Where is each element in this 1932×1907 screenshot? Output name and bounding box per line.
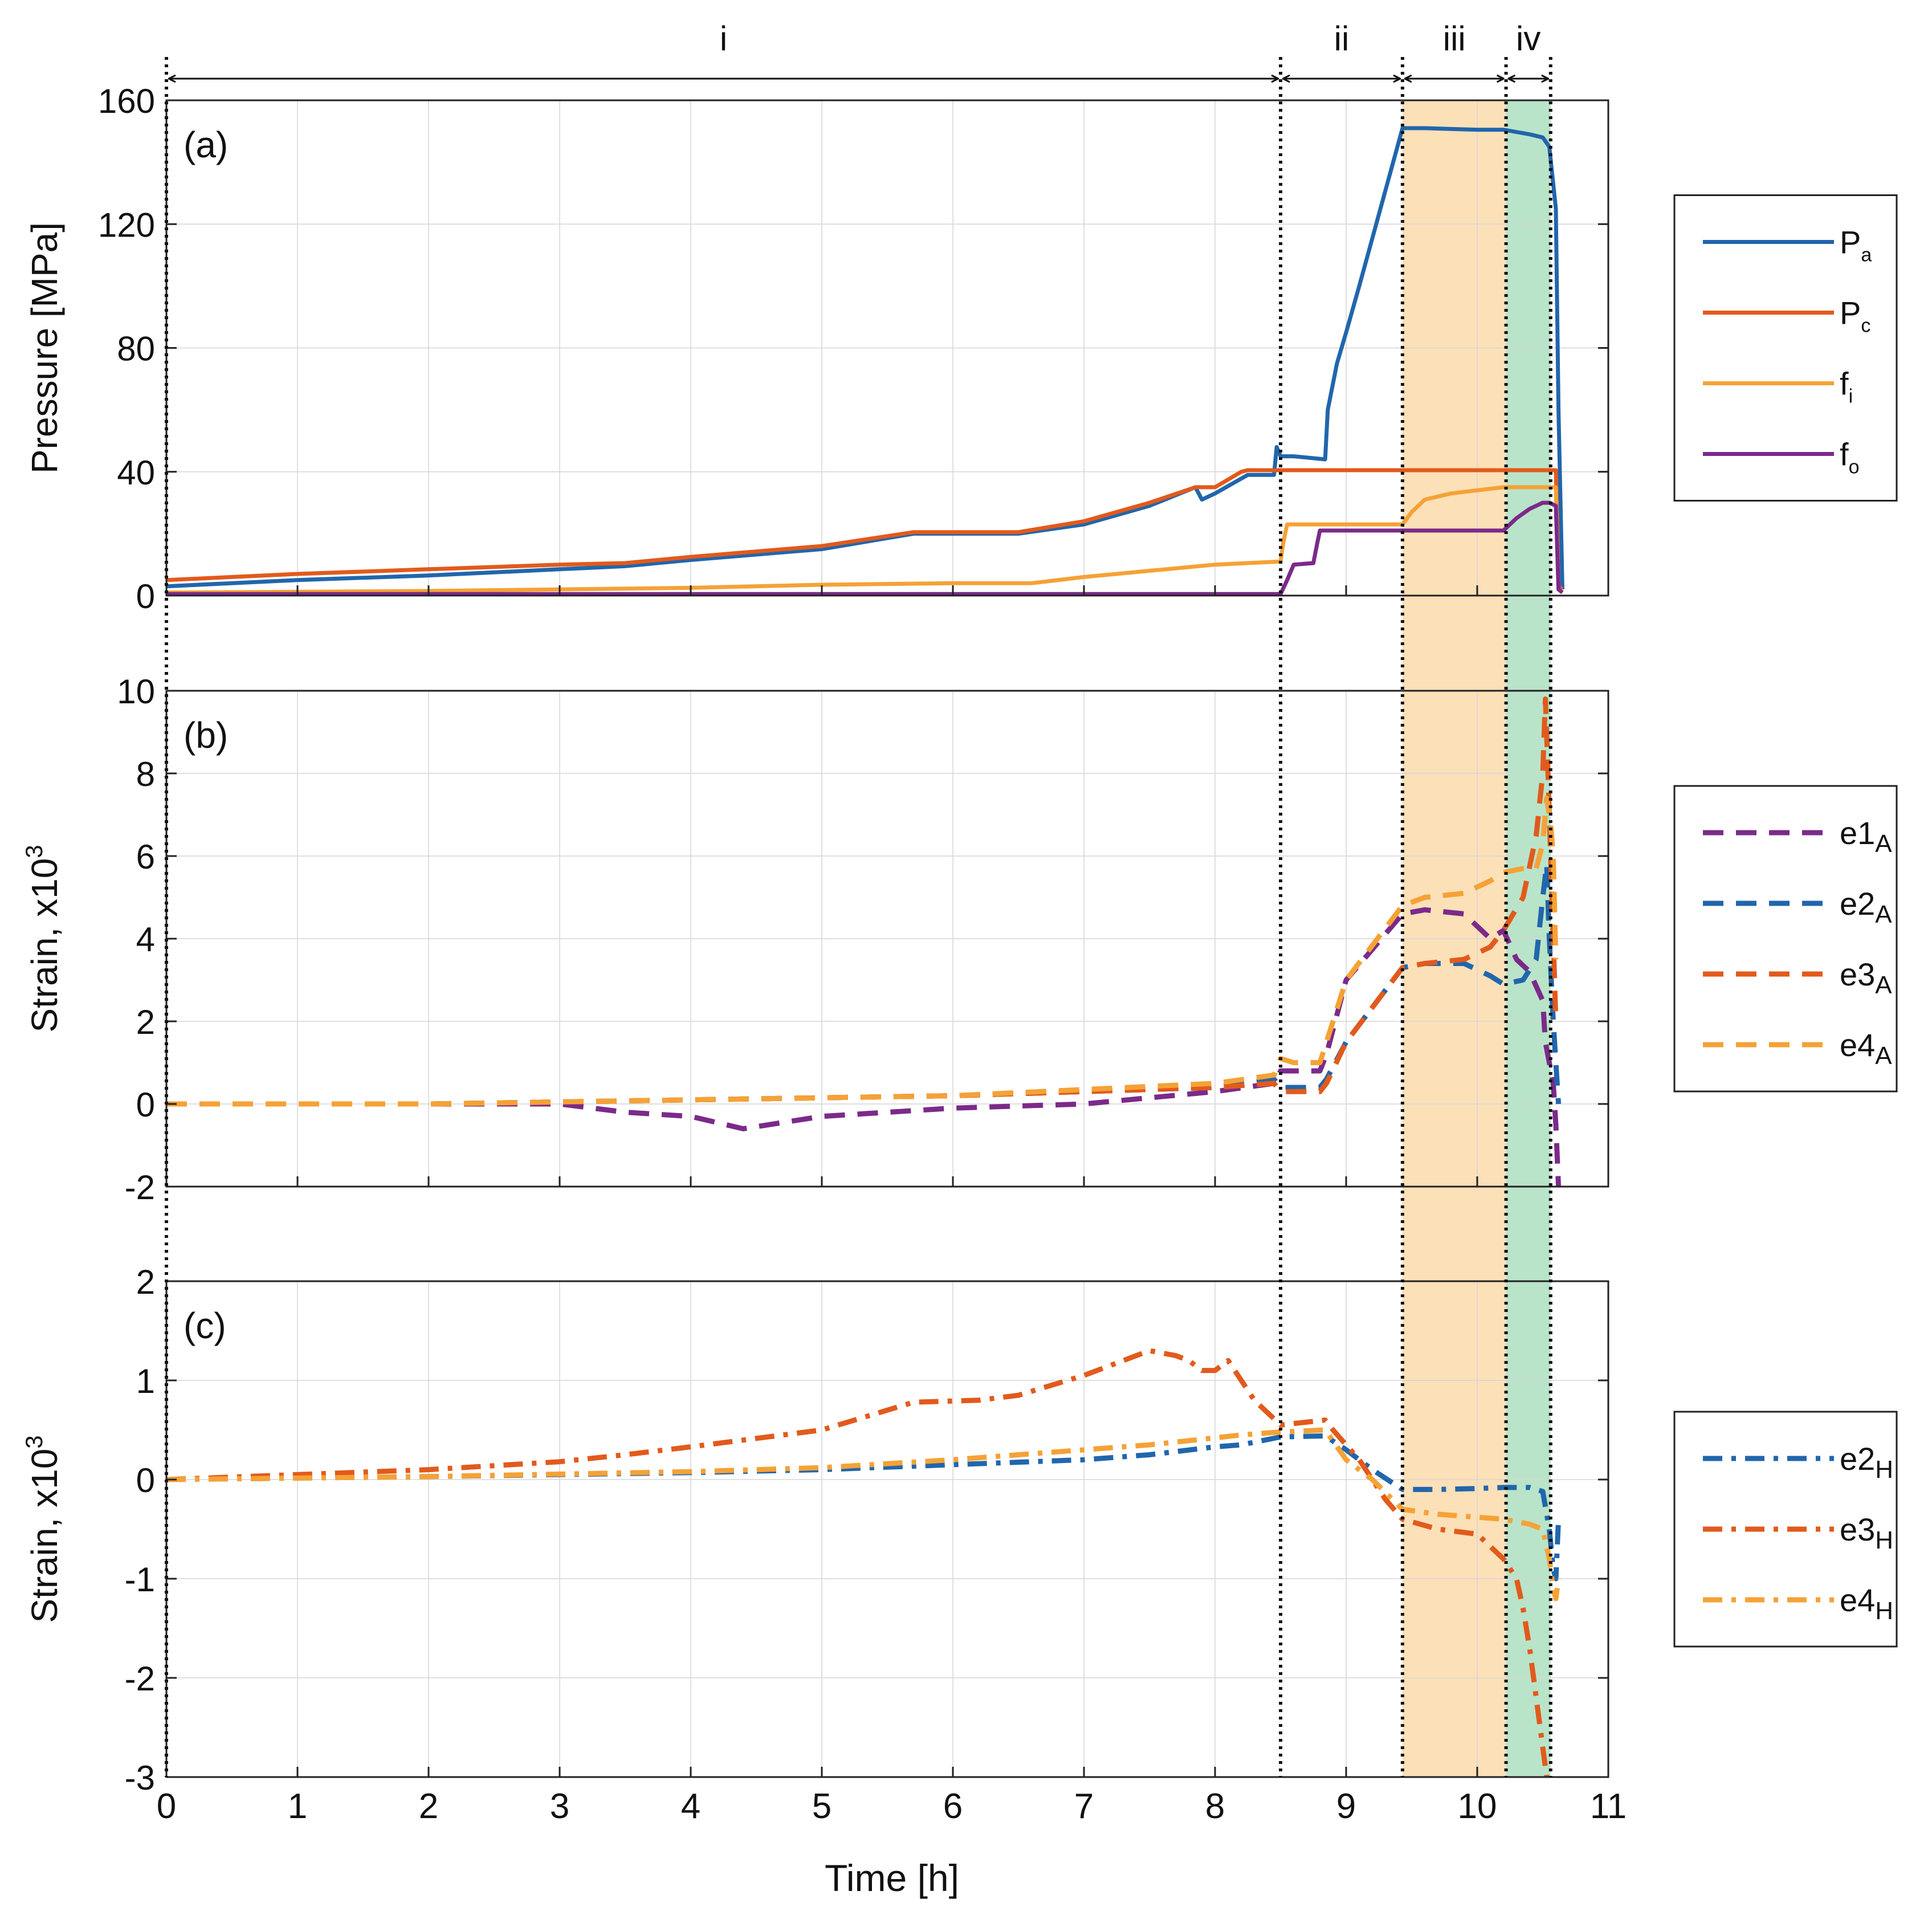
y-tick-label: 0 [136,1086,155,1124]
legend-entry-subscript: c [1861,315,1870,337]
y-axis-label-b: Strain, x103 [21,845,65,1032]
legend-entry-name: e2 [1840,886,1875,922]
x-tick-label: 3 [550,1787,569,1826]
x-tick-label: 4 [681,1787,700,1826]
y-tick-label: 1 [136,1362,155,1400]
phase-iii-label: iii [1443,19,1466,58]
legend-entry-subscript: a [1861,245,1872,266]
x-tick-label: 10 [1458,1787,1497,1826]
legend-entry-name: f [1840,366,1849,402]
x-tick-label: 8 [1205,1787,1225,1826]
series-b-e4-A [166,796,1559,1107]
legend-entry-name: e2 [1840,1441,1875,1477]
y-tick-label: 10 [117,673,155,711]
legend-entry-subscript: i [1849,386,1853,408]
legend-entry: e4H [1840,1582,1893,1625]
legend-entry-name: e1 [1840,815,1875,851]
y-tick-label: 2 [136,1263,155,1301]
x-tick-label: 11 [1590,1787,1627,1826]
legend-entry-subscript: o [1849,457,1860,478]
y-tick-label: 4 [136,920,155,959]
legend-entry-subscript: A [1875,1042,1892,1070]
legend-entry: e4A [1840,1027,1892,1070]
series-a-P-a [166,126,1564,590]
panel-label-c: (c) [184,1305,226,1346]
legend-entry: e2A [1840,886,1892,928]
legend-entry-name: e3 [1840,956,1875,992]
phase-i-label: i [720,19,727,58]
x-tick-label: 1 [288,1787,307,1826]
y-axis-label-text: Strain, x10 [24,1449,65,1623]
y-tick-label: 160 [98,82,155,120]
series-c-e3-H [166,1348,1550,1778]
legend-box-a [1673,194,1898,502]
y-axis-label-text: Strain, x10 [24,858,65,1033]
series-c-e4-H [166,1427,1562,1602]
x-tick-label: 0 [157,1787,176,1826]
y-tick-label: 40 [117,454,155,492]
legend-entry-name: e4 [1840,1027,1875,1063]
panel-label-b: (b) [184,715,228,756]
series-c-e2-H [166,1433,1562,1582]
y-tick-label: -2 [125,1168,155,1207]
y-tick-label: 80 [117,330,155,368]
series-b-e2-A [166,862,1562,1107]
y-tick-label: 0 [136,1461,155,1499]
panel-label-a: (a) [184,124,228,165]
legend-entry-subscript: H [1875,1597,1893,1625]
legend-entry: fo [1840,437,1859,478]
legend-entry-name: f [1840,437,1849,472]
legend-entry: e3H [1840,1511,1893,1554]
x-tick-label: 5 [812,1787,832,1826]
y-tick-label: 0 [136,577,155,616]
legend-entry: Pc [1840,295,1870,337]
legend-entry-name: e4 [1840,1582,1875,1618]
axes-frame-c [165,1280,1609,1778]
y-tick-label: 6 [136,838,155,876]
legend-entry: Pa [1840,225,1872,266]
y-axis-label-a: Pressure [MPa] [24,222,65,474]
x-tick-label: 2 [419,1787,438,1826]
phase-markers: i ii iii iv [165,19,1552,1777]
legend-box-b [1673,785,1898,1093]
phase-ii-label: ii [1334,19,1350,58]
legend-entry-subscript: H [1875,1526,1893,1554]
y-axis-label-c: Strain, x103 [21,1435,65,1623]
x-tick-label: 9 [1336,1787,1356,1826]
series-b-e3-A [166,696,1559,1107]
y-tick-label: 8 [136,755,155,793]
legend-entry-subscript: A [1875,900,1892,928]
legend-entry: fi [1840,366,1853,408]
series-lines [166,126,1564,1778]
y-axis-label-superscript: 3 [21,845,47,858]
legend-entry: e2H [1840,1441,1893,1484]
legend-entry: e1A [1840,815,1892,858]
y-tick-label: -1 [125,1560,155,1599]
phase-iv-label: iv [1516,19,1540,58]
series-b-e1-A [166,907,1562,1187]
x-tick-label: 7 [1074,1787,1094,1826]
legend-entry-subscript: A [1875,971,1892,999]
y-tick-label: -2 [125,1660,155,1698]
x-axis-label: Time [h] [825,1857,959,1899]
grid [166,100,1608,1777]
y-tick-label: 2 [136,1003,155,1041]
legend-entry-name: e3 [1840,1511,1875,1547]
y-axis-label-text: Pressure [MPa] [24,222,65,474]
x-tick-label: 6 [943,1787,963,1826]
legend-entry-name: P [1840,225,1861,260]
legend-entry-name: P [1840,295,1861,331]
y-tick-label: 120 [98,206,155,244]
series-a-f-i [166,485,1564,595]
y-axis-label-superscript: 3 [21,1435,47,1448]
series-a-f-o [166,500,1564,596]
legend-entry-subscript: H [1875,1456,1893,1484]
legend-entry-subscript: A [1875,830,1892,858]
series-a-P-c [166,468,1564,591]
legend-entry: e3A [1840,956,1892,999]
y-tick-label: -3 [125,1759,155,1797]
